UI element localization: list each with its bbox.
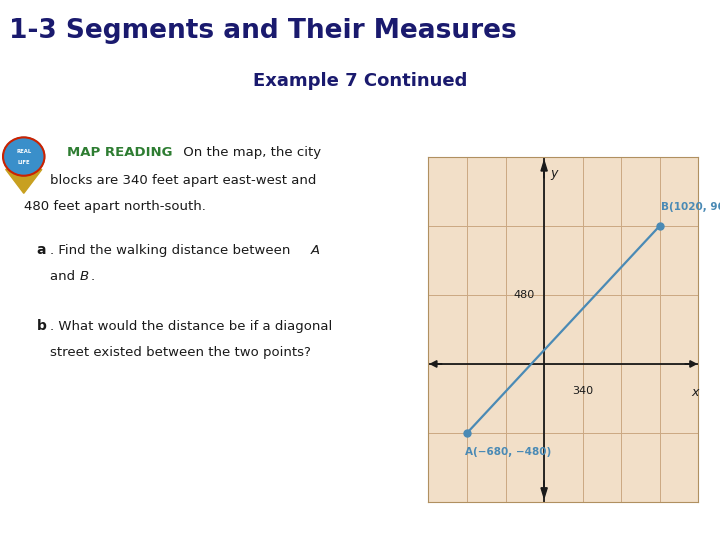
Text: y: y <box>551 167 558 180</box>
FancyArrow shape <box>431 361 442 367</box>
FancyArrow shape <box>685 361 696 367</box>
Text: . What would the distance be if a diagonal: . What would the distance be if a diagon… <box>50 320 332 333</box>
Text: 480: 480 <box>514 290 535 300</box>
Text: On the map, the city: On the map, the city <box>179 146 321 159</box>
Polygon shape <box>6 170 42 193</box>
Text: 340: 340 <box>572 386 593 396</box>
Text: blocks are 340 feet apart east-west and: blocks are 340 feet apart east-west and <box>50 174 316 187</box>
Text: x: x <box>691 386 698 399</box>
Text: and: and <box>50 270 79 283</box>
Text: A(−680, −480): A(−680, −480) <box>464 448 551 457</box>
Text: 1-3 Segments and Their Measures: 1-3 Segments and Their Measures <box>9 18 517 44</box>
Text: a: a <box>37 244 46 258</box>
Text: LIFE: LIFE <box>17 160 30 165</box>
Text: B(1020, 960): B(1020, 960) <box>661 202 720 212</box>
FancyArrow shape <box>541 161 547 178</box>
Text: .: . <box>91 270 95 283</box>
Text: b: b <box>37 319 47 333</box>
Text: street existed between the two points?: street existed between the two points? <box>50 346 310 359</box>
Text: A: A <box>311 244 320 257</box>
Text: . Find the walking distance between: . Find the walking distance between <box>50 244 294 257</box>
FancyArrow shape <box>541 481 547 498</box>
Circle shape <box>3 137 45 176</box>
Text: REAL: REAL <box>16 149 32 154</box>
Text: MAP READING: MAP READING <box>67 146 173 159</box>
Text: Example 7 Continued: Example 7 Continued <box>253 72 467 90</box>
Text: 480 feet apart north-south.: 480 feet apart north-south. <box>24 200 206 213</box>
Text: B: B <box>80 270 89 283</box>
